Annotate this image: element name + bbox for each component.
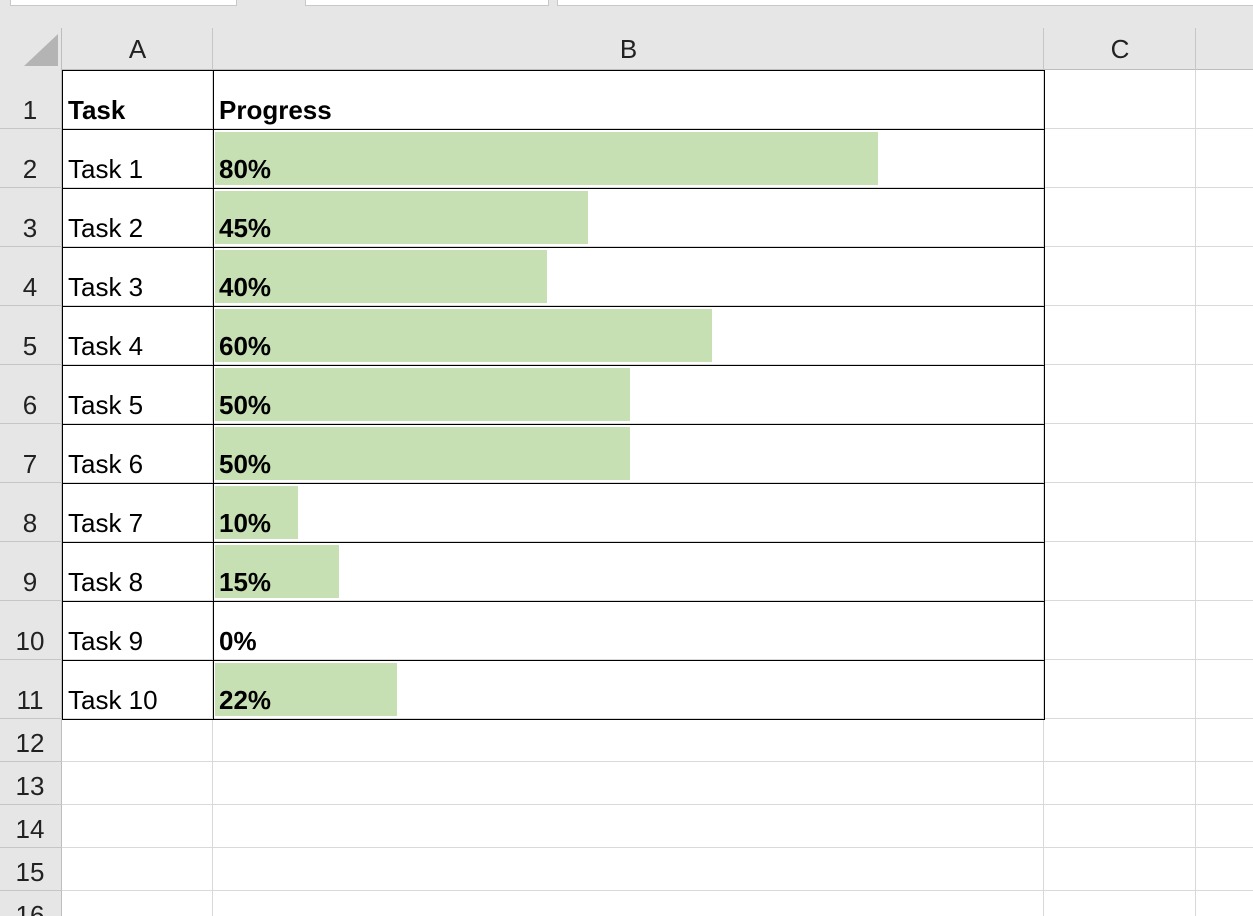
cell[interactable]: Task 7 (62, 483, 214, 543)
row-number[interactable]: 10 (15, 626, 45, 656)
data-bar (215, 545, 340, 598)
data-bar (215, 663, 398, 716)
row-divider (0, 128, 62, 129)
cell[interactable]: Task 6 (62, 424, 214, 484)
cell[interactable]: 80% (213, 129, 1045, 189)
cell[interactable]: 22% (213, 660, 1045, 720)
cell[interactable]: Task 2 (62, 188, 214, 248)
row-number[interactable]: 6 (22, 390, 38, 420)
row-divider (0, 482, 62, 483)
grid-line (212, 70, 213, 916)
cell[interactable]: 45% (213, 188, 1045, 248)
cell[interactable]: 50% (213, 365, 1045, 425)
toolbar-box[interactable] (305, 0, 549, 6)
column-divider (1043, 28, 1044, 70)
column-header[interactable]: C (1110, 34, 1130, 64)
column-divider (212, 28, 213, 70)
cell[interactable]: Task 4 (62, 306, 214, 366)
grid-line (62, 847, 1253, 848)
row-number[interactable]: 9 (22, 567, 38, 597)
grid-line (62, 804, 1253, 805)
row-divider (0, 305, 62, 306)
cell[interactable]: Task 5 (62, 365, 214, 425)
row-number[interactable]: 8 (22, 508, 38, 538)
row-number[interactable]: 12 (15, 728, 45, 758)
grid-line (62, 600, 1253, 601)
data-bar (215, 132, 879, 185)
cell[interactable]: Task 9 (62, 601, 214, 661)
name-box[interactable] (10, 0, 237, 6)
row-number[interactable]: 2 (22, 154, 38, 184)
row-number[interactable]: 15 (15, 857, 45, 887)
row-divider (0, 804, 62, 805)
grid-line (62, 761, 1253, 762)
cell[interactable]: Task 1 (62, 129, 214, 189)
row-divider (0, 187, 62, 188)
grid-line (1195, 70, 1196, 916)
cell[interactable]: Task 10 (62, 660, 214, 720)
grid-line (1043, 70, 1044, 916)
row-number[interactable]: 13 (15, 771, 45, 801)
data-bar (215, 486, 298, 539)
select-all[interactable] (20, 32, 60, 68)
cell[interactable]: 15% (213, 542, 1045, 602)
row-divider (0, 423, 62, 424)
data-bar (215, 368, 630, 421)
grid-line (62, 718, 1253, 719)
column-header-bar (0, 28, 1253, 70)
row-divider (0, 761, 62, 762)
row-number[interactable]: 1 (22, 95, 38, 125)
cell[interactable]: 60% (213, 306, 1045, 366)
data-bar (215, 191, 589, 244)
grid-line (62, 541, 1253, 542)
cell[interactable]: Task (62, 70, 214, 130)
row-divider (0, 541, 62, 542)
row-number[interactable]: 5 (22, 331, 38, 361)
row-number[interactable]: 4 (22, 272, 38, 302)
column-header[interactable]: B (619, 34, 638, 64)
row-number[interactable]: 16 (15, 900, 45, 916)
row-divider (0, 659, 62, 660)
row-number[interactable]: 7 (22, 449, 38, 479)
cell[interactable]: Progress (213, 70, 1045, 130)
grid-line (62, 128, 1253, 129)
row-number[interactable]: 3 (22, 213, 38, 243)
column-header[interactable]: A (128, 34, 147, 64)
cell[interactable]: 50% (213, 424, 1045, 484)
cell[interactable]: 0% (213, 601, 1045, 661)
row-divider (0, 718, 62, 719)
grid-line (62, 187, 1253, 188)
grid-line (62, 423, 1253, 424)
grid-line (62, 659, 1253, 660)
cell[interactable]: 10% (213, 483, 1045, 543)
row-divider (0, 246, 62, 247)
row-number[interactable]: 11 (16, 685, 44, 715)
column-divider (1195, 28, 1196, 70)
data-bar (215, 427, 630, 480)
row-divider (0, 847, 62, 848)
row-divider (0, 364, 62, 365)
row-divider (0, 600, 62, 601)
data-bar (215, 309, 713, 362)
formula-bar[interactable] (557, 0, 1253, 6)
row-number[interactable]: 14 (15, 814, 45, 844)
grid-line (62, 305, 1253, 306)
cell[interactable]: 40% (213, 247, 1045, 307)
grid-line (62, 890, 1253, 891)
row-header-bar (0, 28, 62, 916)
cell[interactable]: Task 8 (62, 542, 214, 602)
grid-line (62, 364, 1253, 365)
grid-line (62, 482, 1253, 483)
cell[interactable]: Task 3 (62, 247, 214, 307)
data-bar (215, 250, 547, 303)
grid-line (62, 246, 1253, 247)
row-divider (0, 890, 62, 891)
